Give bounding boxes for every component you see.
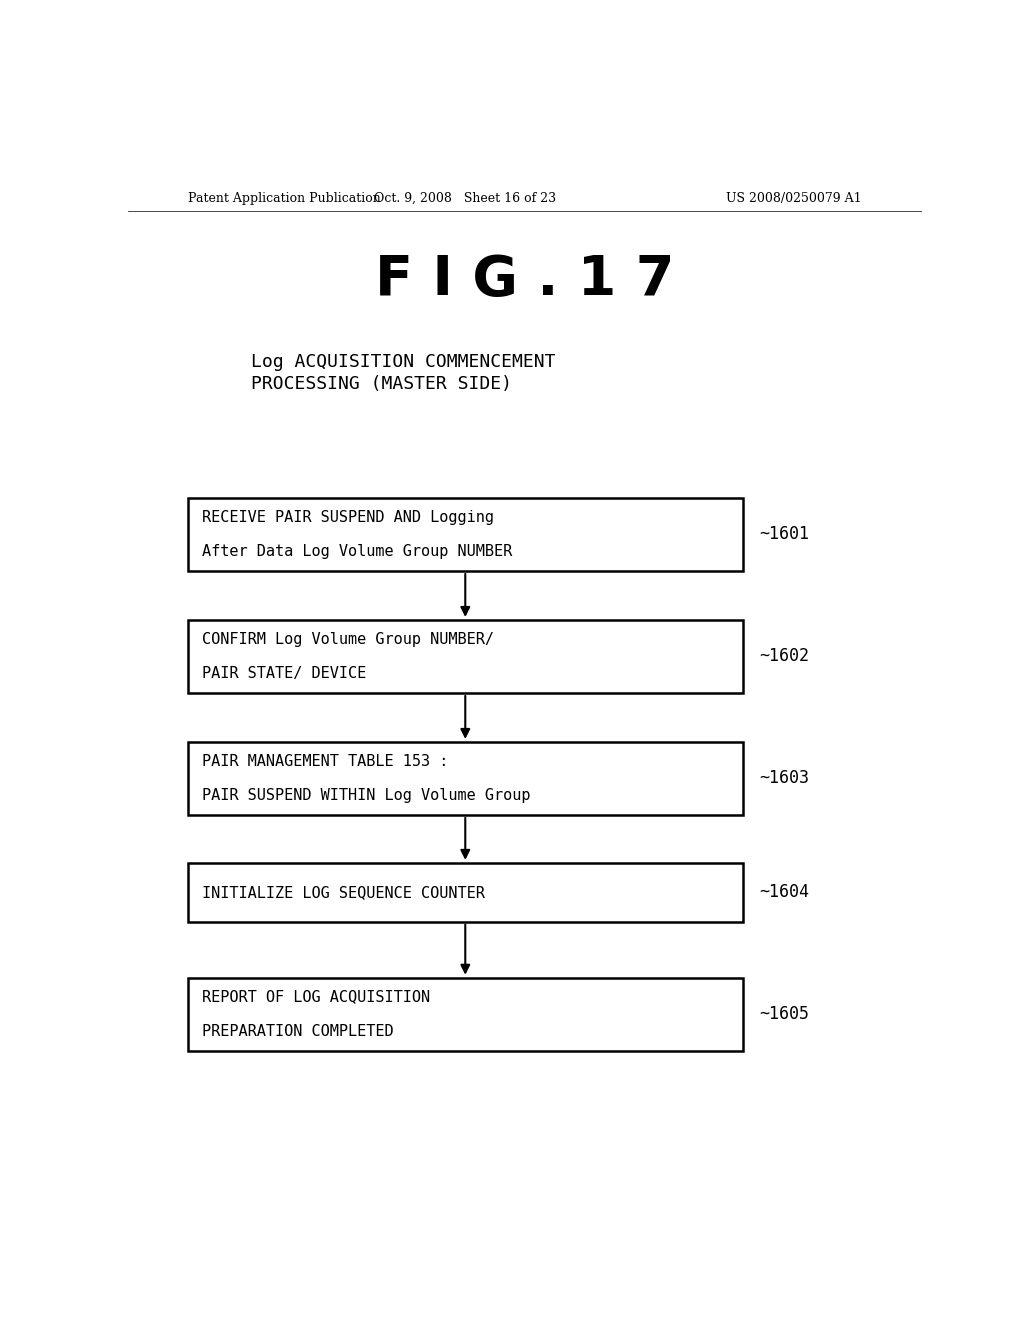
Text: Oct. 9, 2008   Sheet 16 of 23: Oct. 9, 2008 Sheet 16 of 23 [374, 191, 556, 205]
Text: ~1605: ~1605 [759, 1006, 809, 1023]
Text: PAIR SUSPEND WITHIN Log Volume Group: PAIR SUSPEND WITHIN Log Volume Group [202, 788, 530, 803]
Text: ~1602: ~1602 [759, 647, 809, 665]
Text: CONFIRM Log Volume Group NUMBER/: CONFIRM Log Volume Group NUMBER/ [202, 632, 494, 647]
Text: PROCESSING (MASTER SIDE): PROCESSING (MASTER SIDE) [251, 375, 512, 393]
Text: RECEIVE PAIR SUSPEND AND Logging: RECEIVE PAIR SUSPEND AND Logging [202, 510, 494, 524]
Text: After Data Log Volume Group NUMBER: After Data Log Volume Group NUMBER [202, 544, 512, 560]
FancyBboxPatch shape [187, 620, 743, 693]
Text: ~1604: ~1604 [759, 883, 809, 902]
Text: F I G . 1 7: F I G . 1 7 [375, 253, 675, 308]
Text: REPORT OF LOG ACQUISITION: REPORT OF LOG ACQUISITION [202, 990, 430, 1005]
FancyBboxPatch shape [187, 978, 743, 1051]
FancyBboxPatch shape [187, 498, 743, 572]
Text: PAIR STATE/ DEVICE: PAIR STATE/ DEVICE [202, 667, 366, 681]
FancyBboxPatch shape [187, 863, 743, 921]
Text: PREPARATION COMPLETED: PREPARATION COMPLETED [202, 1024, 393, 1039]
Text: Log ACQUISITION COMMENCEMENT: Log ACQUISITION COMMENCEMENT [251, 352, 555, 371]
Text: PAIR MANAGEMENT TABLE 153 :: PAIR MANAGEMENT TABLE 153 : [202, 754, 449, 768]
FancyBboxPatch shape [187, 742, 743, 814]
Text: INITIALIZE LOG SEQUENCE COUNTER: INITIALIZE LOG SEQUENCE COUNTER [202, 884, 484, 900]
Text: Patent Application Publication: Patent Application Publication [187, 191, 380, 205]
Text: US 2008/0250079 A1: US 2008/0250079 A1 [726, 191, 862, 205]
Text: ~1603: ~1603 [759, 770, 809, 788]
Text: ~1601: ~1601 [759, 525, 809, 544]
